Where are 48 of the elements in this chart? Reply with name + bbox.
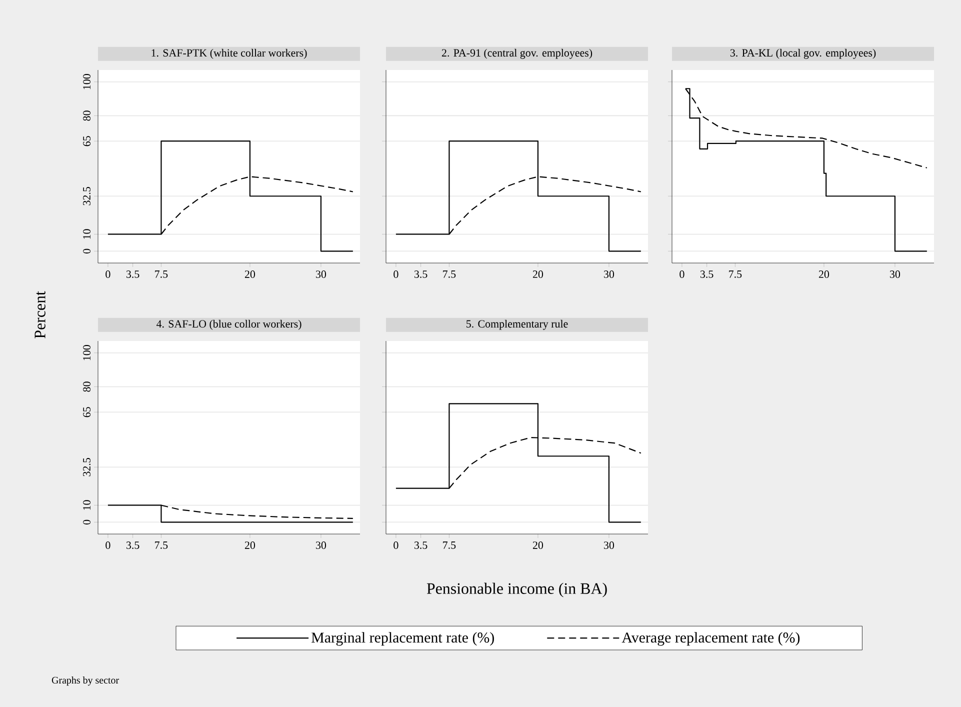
chart-title: 1. SAF-PTK (white collar workers) [152, 48, 307, 59]
y-tick-label: 32.5 [83, 458, 90, 476]
x-tick-label: 7.5 [155, 542, 168, 549]
x-axis-title: Pensionable income (in BA) [426, 582, 607, 598]
chart-title: 4. SAF-LO (blue collor workers) [156, 320, 302, 330]
chart-title: 2. PA-91 (central gov. employees) [442, 48, 592, 59]
x-tick-label: 30 [604, 542, 614, 549]
x-tick-label: 20 [244, 270, 256, 278]
y-tick-label: 80 [83, 382, 90, 392]
x-tick-label: 7.5 [155, 270, 168, 278]
y-tick-label: 100 [83, 345, 90, 360]
x-tick-label: 30 [316, 542, 326, 549]
chart-title: 5. Complementary rule [466, 320, 568, 330]
line-series [107, 140, 354, 252]
x-tick-label: 20 [532, 542, 544, 549]
x-tick-label: 3.5 [414, 542, 428, 549]
x-tick-label: 30 [604, 270, 614, 278]
x-tick-label: 0 [394, 542, 398, 549]
legend-label: Average replacement rate (%) [622, 632, 800, 646]
y-tick-label: 32.5 [83, 186, 90, 206]
y-tick-label: 10 [83, 500, 90, 510]
x-tick-label: 7.5 [729, 270, 742, 278]
legend-label: Marginal replacement rate (%) [312, 632, 494, 646]
x-tick-label: 3.5 [126, 270, 140, 278]
y-tick-label: 0 [83, 520, 90, 524]
x-tick-label: 0 [106, 542, 110, 549]
x-tick-label: 3.5 [700, 270, 714, 278]
x-tick-label: 7.5 [443, 270, 456, 278]
chart-title: 3. PA-KL (local gov. employees) [730, 48, 876, 59]
x-tick-label: 3.5 [126, 542, 140, 549]
y-tick-label: 80 [83, 110, 90, 121]
x-tick-label: 30 [890, 270, 900, 278]
y-tick-label: 100 [83, 74, 90, 90]
y-tick-label: 65 [83, 136, 90, 146]
x-tick-label: 30 [316, 270, 326, 278]
y-tick-label: 0 [83, 248, 90, 254]
y-tick-label: 10 [83, 229, 90, 239]
x-tick-label: 7.5 [443, 542, 456, 549]
x-tick-label: 20 [532, 270, 544, 278]
y-axis-title: Percent [34, 291, 46, 338]
x-tick-label: 20 [244, 542, 256, 549]
y-tick-label: 65 [83, 407, 90, 418]
x-tick-label: 0 [394, 270, 398, 278]
x-tick-label: 20 [818, 270, 830, 278]
text: Graphs by sector [52, 676, 119, 686]
x-tick-label: 0 [680, 270, 684, 278]
x-tick-label: 0 [106, 270, 110, 278]
x-tick-label: 3.5 [414, 270, 428, 278]
